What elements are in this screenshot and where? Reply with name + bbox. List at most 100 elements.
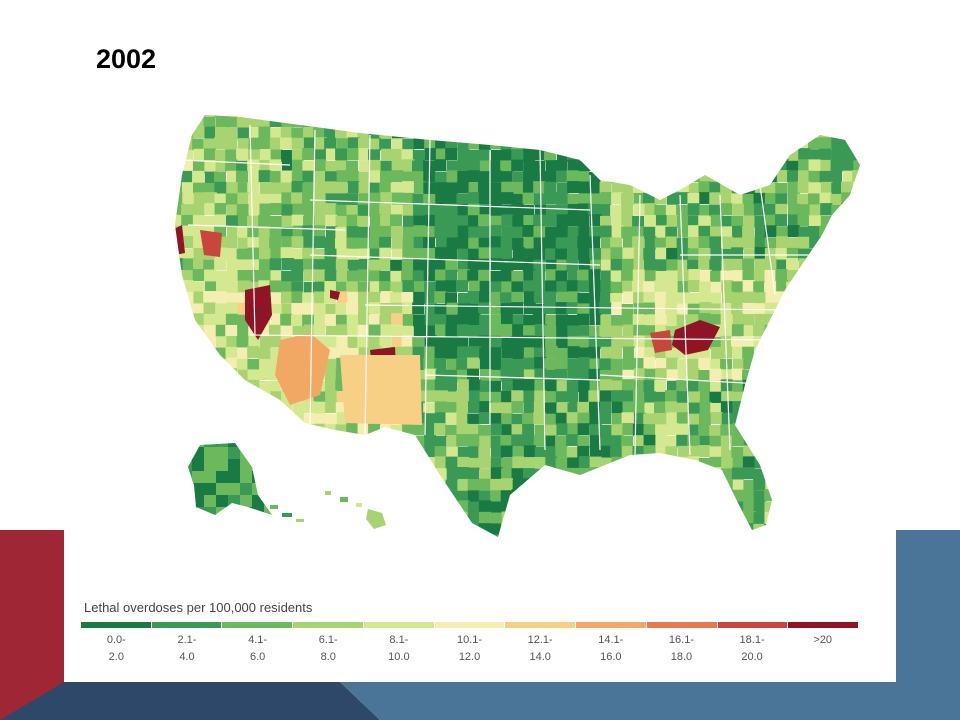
county-tile (456, 358, 469, 371)
county-tile (523, 215, 536, 228)
county-tile (478, 490, 491, 503)
county-tile (567, 368, 580, 381)
county-tile (588, 236, 601, 249)
county-tile (346, 314, 359, 327)
county-tile (204, 182, 217, 195)
county-tile (577, 269, 590, 282)
county-tile (456, 336, 469, 349)
county-tile (511, 358, 524, 371)
county-tile (500, 160, 513, 173)
county-tile (424, 390, 437, 403)
county-tile (687, 193, 700, 206)
county-tile (479, 369, 492, 382)
county-tile (500, 171, 513, 184)
county-tile (610, 258, 623, 271)
county-tile (281, 160, 294, 173)
county-tile (291, 214, 304, 227)
county-tile (402, 215, 415, 228)
hawaii-islands (325, 491, 386, 529)
county-tile (688, 391, 701, 404)
county-tile (346, 248, 359, 261)
county-tile (203, 325, 216, 338)
county-tile (302, 247, 315, 260)
county-tile (247, 346, 260, 359)
county-tile (391, 335, 404, 348)
county-tile (478, 500, 491, 513)
county-tile (820, 203, 833, 216)
county-tile (566, 379, 579, 392)
county-tile (412, 193, 425, 206)
county-tile (236, 148, 249, 161)
county-tile (193, 148, 206, 161)
county-tile (589, 358, 602, 371)
county-tile (413, 203, 426, 216)
county-tile (611, 390, 624, 403)
county-tile (192, 483, 205, 496)
county-tile (577, 423, 590, 436)
county-tile (390, 214, 403, 227)
legend-swatch (788, 622, 859, 628)
legend-range-high: 14.0 (529, 651, 551, 663)
county-tile (281, 258, 294, 271)
county-tile (225, 324, 238, 337)
county-tile (390, 325, 403, 338)
county-tile (215, 116, 228, 129)
county-tile (578, 390, 591, 403)
county-tile (699, 435, 712, 448)
legend-swatch (576, 622, 646, 628)
county-tile (335, 127, 348, 140)
county-tile (545, 280, 558, 293)
county-tile (544, 446, 557, 459)
county-tile (358, 291, 371, 304)
county-tile (600, 281, 613, 294)
county-tile (545, 269, 558, 282)
county-tile (357, 324, 370, 337)
county-tile (357, 423, 370, 436)
county-tile (182, 193, 195, 206)
county-tile (798, 226, 811, 239)
county-tile (632, 215, 645, 228)
county-tile (226, 215, 239, 228)
county-tile (721, 258, 734, 271)
county-tile (709, 424, 722, 437)
county-tile (457, 170, 470, 183)
county-tile (775, 269, 788, 282)
county-tile (335, 160, 348, 173)
county-tile (798, 159, 811, 172)
county-tile (181, 280, 194, 293)
county-tile (555, 314, 568, 327)
county-tile (204, 471, 217, 484)
county-tile (258, 137, 271, 150)
county-tile (610, 346, 623, 359)
county-tile (655, 391, 668, 404)
county-tile (313, 248, 326, 261)
county-tile (567, 346, 580, 359)
county-tile (280, 137, 293, 150)
legend-range-label: 6.1- 8.0 (293, 632, 364, 666)
county-tile (720, 314, 733, 327)
county-tile (490, 358, 503, 371)
county-tile (666, 247, 679, 260)
county-tile (291, 192, 304, 205)
county-tile (753, 270, 766, 283)
county-tile (423, 379, 436, 392)
county-tile (368, 324, 381, 337)
county-tile (445, 391, 458, 404)
county-tile (314, 314, 327, 327)
county-tile (710, 226, 723, 239)
county-tile (545, 192, 558, 205)
county-tile (325, 303, 338, 316)
county-tile (237, 226, 250, 239)
county-tile (236, 170, 249, 183)
county-tile (621, 269, 634, 282)
legend-range-high: 10.0 (388, 651, 410, 663)
county-tile (764, 193, 777, 206)
county-tile (556, 225, 569, 238)
county-tile (533, 214, 546, 227)
county-tile (390, 182, 403, 195)
county-tile (445, 148, 458, 161)
county-tile (281, 204, 294, 217)
county-tile (534, 446, 547, 459)
county-tile (368, 237, 381, 250)
county-tile (413, 281, 426, 294)
